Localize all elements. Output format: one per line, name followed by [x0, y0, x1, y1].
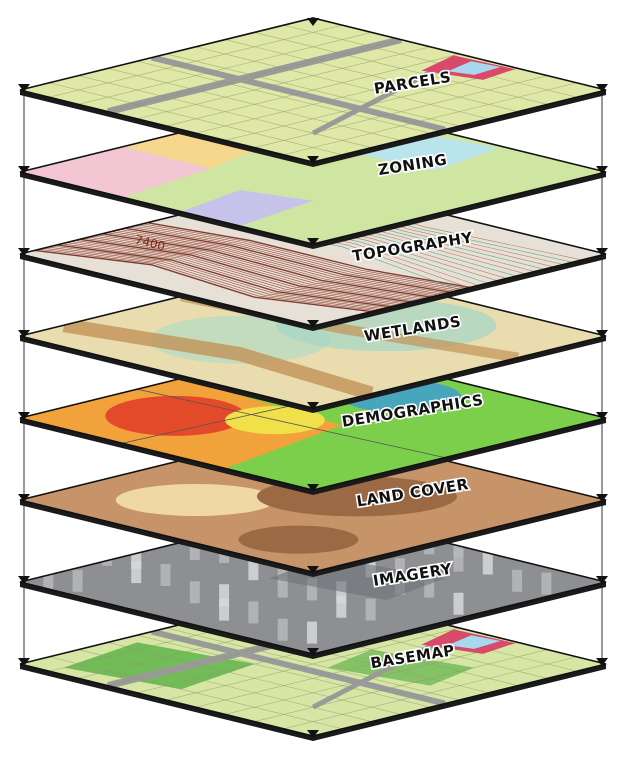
layer-surface — [20, 18, 606, 162]
left-arrow-icon — [18, 658, 30, 666]
right-arrow-icon — [596, 658, 608, 666]
right-arrow-icon — [596, 166, 608, 174]
layer-basemap: BASEMAP — [18, 591, 608, 741]
left-arrow-icon — [18, 576, 30, 584]
right-arrow-icon — [596, 248, 608, 256]
bottom-arrow-icon — [307, 730, 319, 738]
left-arrow-icon — [18, 412, 30, 420]
bottom-arrow-icon — [307, 484, 319, 492]
left-arrow-icon — [18, 166, 30, 174]
bottom-arrow-icon — [307, 238, 319, 246]
layer-demographics: DEMOGRAPHICS — [18, 345, 608, 495]
left-arrow-icon — [18, 330, 30, 338]
right-arrow-icon — [596, 330, 608, 338]
right-arrow-icon — [596, 84, 608, 92]
bottom-arrow-icon — [307, 566, 319, 574]
bottom-arrow-icon — [307, 648, 319, 656]
left-arrow-icon — [18, 494, 30, 502]
left-arrow-icon — [18, 248, 30, 256]
right-arrow-icon — [596, 576, 608, 584]
layer-outline — [19, 17, 607, 163]
right-arrow-icon — [596, 412, 608, 420]
top-arrow-icon — [307, 18, 319, 26]
layer-parcels: PARCELS — [18, 17, 608, 167]
right-arrow-icon — [596, 494, 608, 502]
bottom-arrow-icon — [307, 320, 319, 328]
bottom-arrow-icon — [307, 156, 319, 164]
left-arrow-icon — [18, 84, 30, 92]
bottom-arrow-icon — [307, 402, 319, 410]
